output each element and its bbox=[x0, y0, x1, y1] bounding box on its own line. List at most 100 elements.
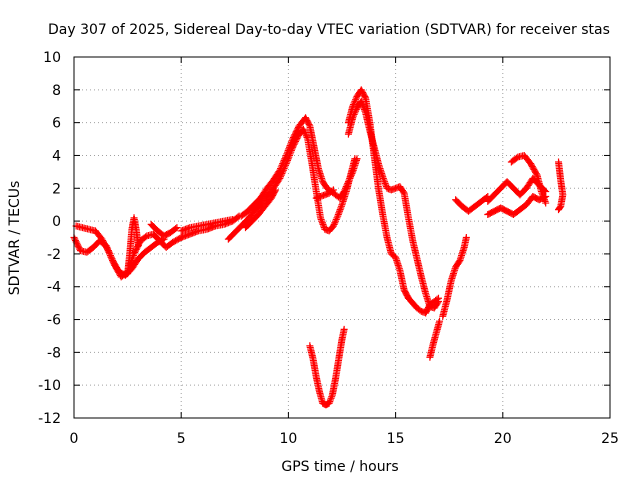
data-point-marker bbox=[352, 96, 360, 104]
data-point-marker bbox=[361, 107, 369, 115]
data-point-marker bbox=[280, 156, 288, 164]
y-tick-label: -2 bbox=[47, 247, 61, 263]
data-point-marker bbox=[343, 181, 351, 189]
data-point-marker bbox=[108, 255, 116, 263]
data-point-marker bbox=[173, 224, 181, 232]
data-point-marker bbox=[334, 211, 342, 219]
data-point-marker bbox=[348, 170, 356, 178]
data-point-marker bbox=[278, 161, 286, 169]
data-point-marker bbox=[106, 252, 114, 260]
data-point-marker bbox=[555, 206, 563, 214]
data-point-marker bbox=[462, 234, 470, 241]
data-point-marker bbox=[334, 212, 342, 220]
data-point-marker bbox=[359, 101, 367, 109]
data-point-marker bbox=[540, 196, 548, 204]
data-point-marker bbox=[282, 151, 290, 159]
x-tick-label: 0 bbox=[70, 431, 79, 447]
data-point-marker bbox=[104, 247, 112, 255]
data-point-marker bbox=[337, 202, 345, 210]
data-point-marker bbox=[272, 186, 280, 194]
data-point-marker bbox=[319, 220, 327, 228]
x-axis-label: GPS time / hours bbox=[281, 459, 398, 475]
x-tick-label: 25 bbox=[601, 431, 619, 447]
data-point-marker bbox=[339, 189, 347, 197]
data-point-marker bbox=[229, 215, 237, 223]
data-point-marker bbox=[352, 107, 360, 115]
data-point-marker bbox=[349, 101, 357, 109]
data-point-marker bbox=[282, 153, 290, 161]
data-point-marker bbox=[318, 217, 326, 225]
data-point-marker bbox=[360, 104, 368, 112]
data-point-marker bbox=[340, 188, 348, 196]
data-point-marker bbox=[399, 188, 407, 196]
data-point-marker bbox=[336, 207, 344, 215]
data-point-marker bbox=[336, 206, 344, 214]
y-tick-label: -4 bbox=[47, 280, 61, 296]
data-point-marker bbox=[305, 121, 313, 129]
data-point-marker bbox=[284, 148, 292, 156]
x-tick-label: 15 bbox=[387, 431, 405, 447]
data-point-marker bbox=[109, 256, 117, 264]
data-point-marker bbox=[538, 189, 546, 197]
data-point-marker bbox=[172, 225, 180, 233]
data-point-marker bbox=[279, 160, 287, 168]
data-point-marker bbox=[539, 192, 547, 200]
data-point-marker bbox=[284, 147, 292, 155]
data-point-marker bbox=[346, 174, 354, 182]
data-point-marker bbox=[436, 317, 444, 325]
data-point-marker bbox=[302, 130, 310, 138]
chart-title: Day 307 of 2025, Sidereal Day-to-day VTE… bbox=[48, 22, 610, 38]
y-tick-label: 10 bbox=[43, 50, 61, 66]
data-point-marker bbox=[350, 110, 358, 118]
data-point-marker bbox=[433, 295, 441, 303]
data-point-marker bbox=[300, 127, 308, 135]
data-point-marker bbox=[381, 178, 389, 186]
data-point-marker bbox=[537, 188, 545, 196]
data-point-marker bbox=[105, 248, 113, 256]
data-point-marker bbox=[134, 242, 142, 250]
data-point-marker bbox=[361, 93, 369, 101]
data-point-marker bbox=[277, 163, 285, 171]
data-point-marker bbox=[326, 398, 334, 406]
data-point-marker bbox=[276, 166, 284, 174]
data-point-marker bbox=[317, 215, 325, 223]
data-point-marker bbox=[349, 112, 357, 120]
data-point-marker bbox=[352, 94, 360, 102]
data-point-marker bbox=[277, 165, 285, 173]
data-point-marker bbox=[434, 294, 442, 302]
data-point-marker bbox=[329, 186, 337, 194]
data-point-marker bbox=[455, 258, 463, 266]
data-point-marker bbox=[328, 187, 336, 195]
data-point-marker bbox=[318, 219, 326, 227]
data-point-marker bbox=[335, 209, 343, 217]
data-point-marker bbox=[340, 325, 348, 333]
data-point-marker bbox=[328, 393, 336, 401]
y-tick-label: -12 bbox=[38, 411, 61, 427]
y-tick-label: -8 bbox=[47, 345, 61, 361]
data-point-marker bbox=[301, 128, 309, 136]
y-axis-label: SDTVAR / TECUs bbox=[7, 181, 23, 296]
data-point-marker bbox=[542, 199, 550, 207]
data-point-marker bbox=[342, 184, 350, 192]
data-point-marker bbox=[325, 399, 333, 407]
data-point-marker bbox=[351, 109, 359, 117]
data-point-marker bbox=[234, 213, 242, 221]
data-point-marker bbox=[317, 214, 325, 222]
data-point-marker bbox=[109, 258, 117, 266]
data-point-marker bbox=[329, 222, 337, 230]
data-point-marker bbox=[287, 138, 295, 146]
data-point-marker bbox=[359, 102, 367, 110]
data-point-marker bbox=[347, 173, 355, 181]
axis-ticks bbox=[73, 56, 611, 419]
y-tick-label: 6 bbox=[52, 116, 61, 132]
data-point-marker bbox=[351, 97, 359, 105]
data-point-marker bbox=[540, 194, 548, 202]
data-point-marker bbox=[281, 155, 289, 163]
data-point-marker bbox=[107, 253, 115, 261]
data-point-marker bbox=[332, 215, 340, 223]
data-points bbox=[70, 86, 567, 409]
data-point-marker bbox=[327, 394, 335, 402]
data-point-marker bbox=[358, 99, 366, 107]
data-point-marker bbox=[381, 179, 389, 187]
